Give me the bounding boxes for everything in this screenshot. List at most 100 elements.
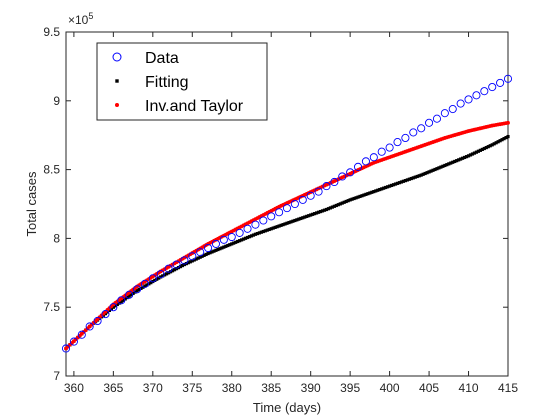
fitting-point [506,134,510,139]
fitting-point [437,166,441,170]
fitting-point [391,183,396,187]
fitting-point [263,229,267,233]
fitting-point [407,177,411,181]
y-exponent-power: 5 [88,11,93,21]
fitting-point [474,150,479,154]
fitting-point [334,203,338,208]
data-point [448,105,457,114]
fitting-point [241,237,246,241]
fitting-point [299,216,303,221]
x-tick-label: 385 [261,381,281,395]
series-layer [61,74,513,353]
fitting-point [382,186,386,190]
fitting-point [255,231,260,236]
fitting-point [451,160,455,164]
fitting-point [470,152,475,156]
data-point [401,133,410,143]
fitting-point [123,297,127,301]
fitting-point [137,287,141,292]
fitting-point [279,223,283,227]
fitting-point [224,244,228,248]
fitting-point [283,222,287,226]
data-point [440,109,449,118]
data-point [196,248,205,257]
fitting-point [311,212,315,216]
fitting-point [174,267,179,271]
data-point [488,82,497,92]
legend-marker-fitting [115,79,119,83]
fitting-point [328,206,333,210]
y-tick-label: 7 [53,369,60,383]
fitting-point [230,242,234,246]
data-point [109,303,118,312]
fitting-point [172,268,177,272]
fitting-point [287,220,291,225]
fitting-point [401,179,406,183]
fitting-point [372,190,376,194]
x-tick-label: 380 [222,381,242,395]
x-tick-label: 370 [143,381,163,395]
legend: Data Fitting Inv.and Taylor [96,42,268,121]
fitting-point [247,235,252,239]
fitting-point [461,156,465,160]
fitting-point [348,198,352,202]
fitting-point [324,207,329,212]
fitting-point [234,240,238,244]
data-point [472,91,481,100]
fitting-point [200,254,204,258]
fitting-point [238,239,242,243]
fitting-point [243,236,248,240]
legend-box [96,42,268,121]
data-point [172,260,181,269]
fitting-point [504,136,508,140]
data-point [417,124,426,133]
data-point [140,279,149,288]
fitting-point [121,298,125,302]
x-tick-label: 405 [419,381,439,395]
fitting-point [115,302,119,307]
fitting-point [356,195,360,199]
fitting-point [425,171,429,175]
fitting-point [488,144,492,148]
data-point [298,195,307,204]
fitting-point [433,167,437,172]
data-point [251,220,260,229]
data-point [61,344,71,353]
data-point [227,232,236,242]
fitting-point [194,257,198,261]
x-tick-label: 400 [380,381,400,395]
data-point [393,138,402,147]
fitting-point [411,176,415,180]
fitting-point [435,167,439,171]
fitting-point [417,174,421,178]
fitting-point [186,261,190,265]
fitting-point [423,171,427,176]
fitting-point [155,277,159,281]
data-point [211,239,221,248]
data-point [180,256,189,265]
data-point [282,204,292,213]
fitting-point [500,138,504,142]
fitting-point [364,192,368,196]
fitting-point [336,203,340,207]
fitting-point [386,185,390,189]
fitting-point [143,284,147,288]
fitting-point [167,271,171,275]
fitting-point [358,194,362,199]
fitting-point [204,252,208,257]
data-point [259,216,268,225]
fitting-point [415,174,419,179]
data-point [361,157,370,166]
data-point [267,212,276,221]
ticks-layer: 360 365 370 375 380 385 390 395 400 405 410 415 7 7.5… [43,25,518,395]
fitting-point [330,205,334,209]
fitting-point [259,230,263,234]
fitting-point [342,200,346,204]
fitting-point [218,247,222,251]
fitting-point [307,214,311,218]
x-tick-label: 390 [301,381,321,395]
y-tick-label: 9.5 [43,25,60,39]
fitting-point [409,176,413,181]
fitting-point [129,293,133,297]
fitting-point [135,289,139,293]
